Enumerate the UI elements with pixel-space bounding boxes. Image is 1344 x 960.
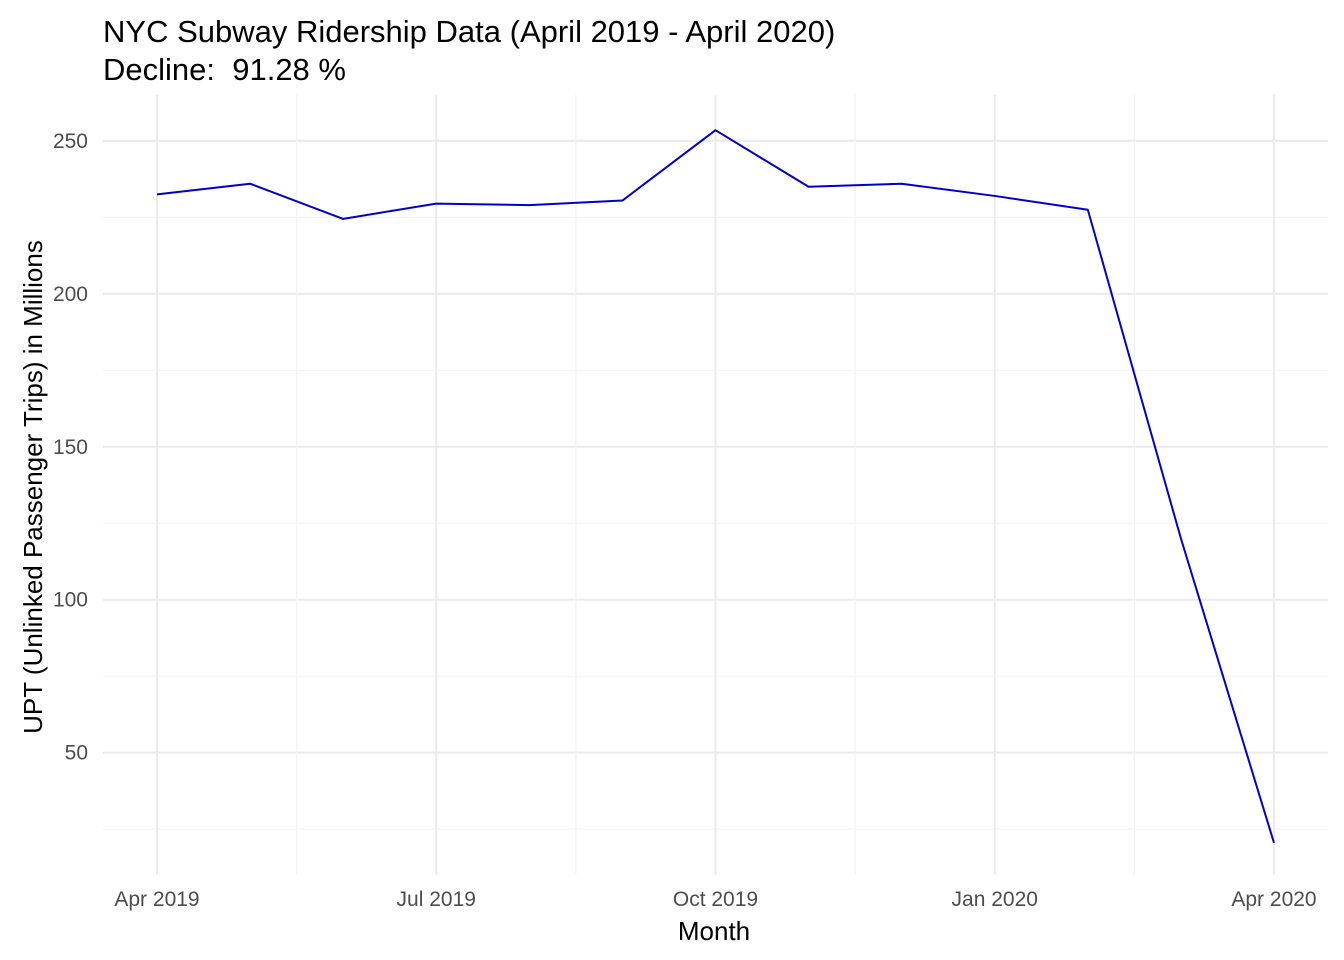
y-tick-label: 50 xyxy=(65,742,88,765)
series-layer xyxy=(156,129,1275,844)
y-tick-label: 100 xyxy=(53,589,88,612)
x-axis-label: Month xyxy=(678,916,750,946)
y-tick-label: 150 xyxy=(53,436,88,459)
x-tick-label: Jan 2020 xyxy=(952,888,1038,911)
x-tick-label: Oct 2019 xyxy=(673,888,758,911)
chart-title: NYC Subway Ridership Data (April 2019 - … xyxy=(103,14,835,49)
y-tick-label: 250 xyxy=(53,130,88,153)
chart-subtitle: Decline: 91.28 % xyxy=(103,52,346,87)
x-axis-ticks: Apr 2019 Jul 2019 Oct 2019 Jan 2020 Apr 2020 xyxy=(114,888,1316,911)
y-tick-label: 200 xyxy=(53,283,88,306)
y-axis-label: UPT (Unlinked Passenger Trips) in Millio… xyxy=(18,240,48,734)
y-axis-ticks: 50 100 150 200 250 xyxy=(53,130,88,765)
series-line xyxy=(156,129,1275,844)
x-tick-label: Apr 2020 xyxy=(1231,888,1316,911)
x-tick-label: Apr 2019 xyxy=(114,888,199,911)
grid xyxy=(103,95,1328,875)
x-tick-label: Jul 2019 xyxy=(397,888,476,911)
